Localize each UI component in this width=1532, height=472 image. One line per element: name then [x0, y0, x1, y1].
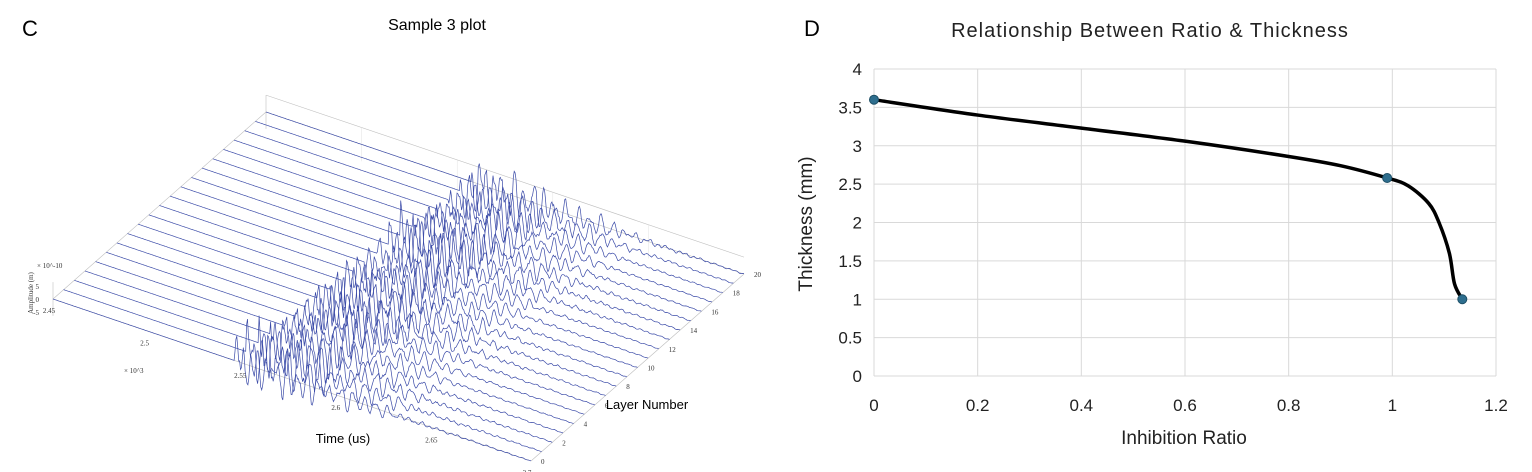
chart-d-y-tick-label: 1.5 — [838, 252, 862, 271]
chart-d-xlabel: Inhibition Ratio — [1121, 428, 1247, 449]
chart-d-y-tick-label: 0.5 — [838, 329, 862, 348]
chart-c-y-tick-label: 10 — [648, 365, 656, 373]
chart-d-point — [869, 94, 879, 105]
chart-c-y-tick-label: 16 — [711, 308, 719, 316]
chart-d-y-tick-label: 0 — [853, 367, 862, 386]
chart-c-trace — [170, 195, 649, 359]
chart-c-zlabel: Amplitude (m) — [27, 271, 35, 313]
chart-c-axis-line — [265, 94, 745, 258]
chart-d-y-tick-label: 1 — [853, 290, 862, 309]
chart-c-z-tick-label: -5 — [33, 309, 39, 317]
chart-c-trace — [255, 120, 734, 284]
chart-d-point — [1382, 172, 1393, 183]
chart-d-x-tick-label: 1 — [1388, 396, 1397, 415]
chart-d-y-ticks: 0 0.5 1 1.5 2 2.5 3 3.5 4 — [838, 60, 862, 386]
chart-c-y-tick-label: 20 — [754, 271, 762, 279]
chart-c-trace — [265, 111, 745, 275]
chart-c-trace — [116, 242, 596, 406]
chart-d-x-tick-label: 0.4 — [1070, 396, 1094, 415]
chart-c-x-tick-label: 2.6 — [331, 404, 340, 412]
chart-d-x-tick-label: 0.8 — [1277, 396, 1301, 415]
chart-c-x-tick-label: 2.5 — [140, 339, 149, 347]
chart-d-y-tick-label: 3 — [853, 137, 862, 156]
chart-d-data-points — [869, 94, 1468, 305]
chart-c-title: Sample 3 plot — [388, 17, 486, 34]
chart-c-trace — [223, 149, 702, 312]
chart-c-x-tick-label: 2.7 — [523, 469, 532, 472]
chart-c-xlabel: Time (us) — [316, 431, 370, 446]
panel-letter-c: C — [22, 16, 38, 41]
chart-d-y-tick-label: 4 — [853, 60, 862, 79]
chart-d-x-ticks: 0 0.2 0.4 0.6 0.8 1 1.2 — [869, 396, 1508, 415]
chart-c-ylabel: Layer Number — [606, 397, 689, 412]
chart-d-y-tick-label: 2.5 — [838, 175, 862, 194]
chart-c-y-tick-label: 6 — [605, 402, 609, 410]
chart-c-y-tick-label: 4 — [584, 421, 588, 429]
chart-c-trace — [159, 205, 638, 368]
chart-c-trace — [180, 186, 659, 350]
chart-c-x-tick-label: 2.55 — [234, 372, 247, 380]
chart-d-y-tick-label: 3.5 — [838, 98, 862, 117]
chart-c-trace — [106, 251, 585, 415]
chart-c-y-tick-label: 12 — [669, 346, 677, 354]
chart-d-x-tick-label: 0.2 — [966, 396, 990, 415]
chart-d-ylabel: Thickness (mm) — [796, 156, 817, 291]
chart-d-x-tick-label: 0 — [869, 396, 878, 415]
chart-c-y-tick-label: 0 — [541, 458, 545, 466]
chart-c-y-tick-label: 14 — [690, 327, 698, 335]
chart-c-y-tick-label: 8 — [626, 383, 630, 391]
chart-c-trace — [84, 270, 564, 434]
chart-c-trace — [138, 223, 617, 387]
chart-d-x-tick-label: 1.2 — [1484, 396, 1508, 415]
chart-d-point — [1457, 294, 1468, 305]
panel-c-waterfall-chart: C Sample 3 plot 2.452.52.552.62.652.7 02… — [22, 16, 762, 472]
chart-c-trace — [52, 298, 532, 462]
chart-c-trace — [148, 214, 628, 378]
panel-d-line-chart: D Relationship Between Ratio & Thickness… — [796, 16, 1508, 449]
chart-d-series-line — [872, 97, 1465, 301]
chart-c-y-tick-label: 18 — [733, 290, 741, 298]
chart-c-z-ticks: 5 0 -5 — [33, 283, 39, 317]
chart-c-trace — [212, 158, 691, 322]
chart-c-trace — [95, 261, 574, 424]
chart-c-traces — [52, 111, 745, 462]
chart-d-gridlines — [873, 68, 1497, 377]
chart-c-trace — [127, 233, 606, 396]
chart-c-trace — [63, 289, 542, 453]
panel-letter-d: D — [804, 16, 820, 41]
chart-c-z-exponent: × 10^-10 — [37, 262, 63, 270]
chart-c-z-tick-label: 5 — [36, 283, 40, 291]
chart-c-trace — [244, 130, 723, 293]
chart-d-y-tick-label: 2 — [853, 214, 862, 233]
chart-c-axis-line — [530, 273, 745, 462]
chart-c-trace — [74, 279, 553, 443]
chart-c-z-tick-label: 0 — [36, 296, 40, 304]
chart-d-x-tick-label: 0.6 — [1173, 396, 1197, 415]
chart-c-y-ticks: 0 2 4 6 8 10 12 14 16 18 20 — [541, 271, 762, 466]
chart-c-trace — [201, 167, 681, 331]
chart-d-title: Relationship Between Ratio & Thickness — [951, 20, 1349, 42]
chart-c-y-tick-label: 2 — [562, 439, 566, 447]
chart-c-trace — [233, 139, 713, 303]
chart-c-x-exponent: × 10^3 — [124, 367, 144, 375]
chart-c-x-ticks: 2.45 2.5 2.55 2.6 2.65 2.7 — [43, 307, 532, 472]
chart-c-x-tick-label: 2.45 — [43, 307, 56, 315]
chart-c-x-tick-label: 2.65 — [425, 437, 438, 445]
